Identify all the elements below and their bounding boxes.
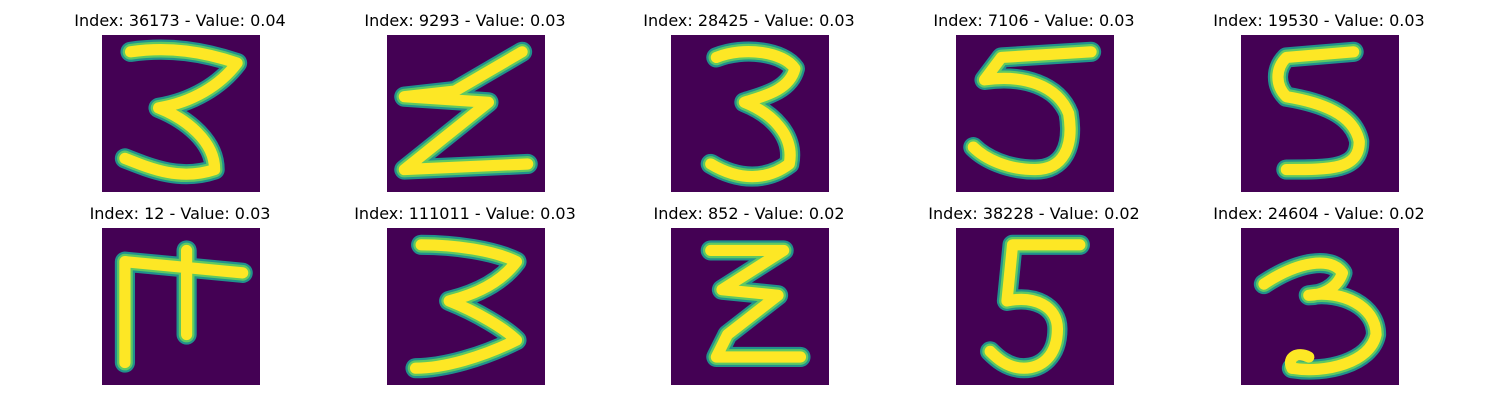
panel-title-3: Index: 28425 - Value: 0.03: [643, 11, 855, 30]
digit-5-glyph: [980, 234, 1090, 379]
digit-image-4: [956, 35, 1114, 192]
digit-image-7: [387, 228, 545, 385]
digit-image-3: [671, 35, 829, 192]
panel-title-9: Index: 38228 - Value: 0.02: [928, 204, 1140, 223]
digit-image-5: [1241, 35, 1399, 192]
digit-image-2: [387, 35, 545, 192]
panel-title-6: Index: 12 - Value: 0.03: [89, 204, 271, 223]
digit-3-glyph: [114, 39, 248, 185]
digit-3-glyph: [405, 234, 527, 379]
digit-image-10: [1241, 228, 1399, 385]
digit-image-6: [102, 228, 260, 385]
digit-image-8: [671, 228, 829, 385]
digit-f-glyph: [114, 240, 253, 373]
digit-3-glyph: [1253, 253, 1387, 380]
digit-5-glyph: [963, 41, 1102, 180]
panel-title-8: Index: 852 - Value: 0.02: [653, 204, 845, 223]
panel-title-1: Index: 36173 - Value: 0.04: [74, 11, 286, 30]
panel-title-7: Index: 111011 - Value: 0.03: [354, 204, 576, 223]
digit-5-glyph: [1267, 41, 1370, 180]
panel-title-2: Index: 9293 - Value: 0.03: [364, 11, 566, 30]
panel-title-10: Index: 24604 - Value: 0.02: [1213, 204, 1425, 223]
digit-image-9: [956, 228, 1114, 385]
panel-title-5: Index: 19530 - Value: 0.03: [1213, 11, 1425, 30]
panel-title-4: Index: 7106 - Value: 0.03: [933, 11, 1135, 30]
digit-z-glyph: [700, 240, 811, 368]
digit-z-glyph: [394, 41, 538, 180]
digit-3-glyph: [700, 41, 805, 187]
digit-image-1: [102, 35, 260, 192]
